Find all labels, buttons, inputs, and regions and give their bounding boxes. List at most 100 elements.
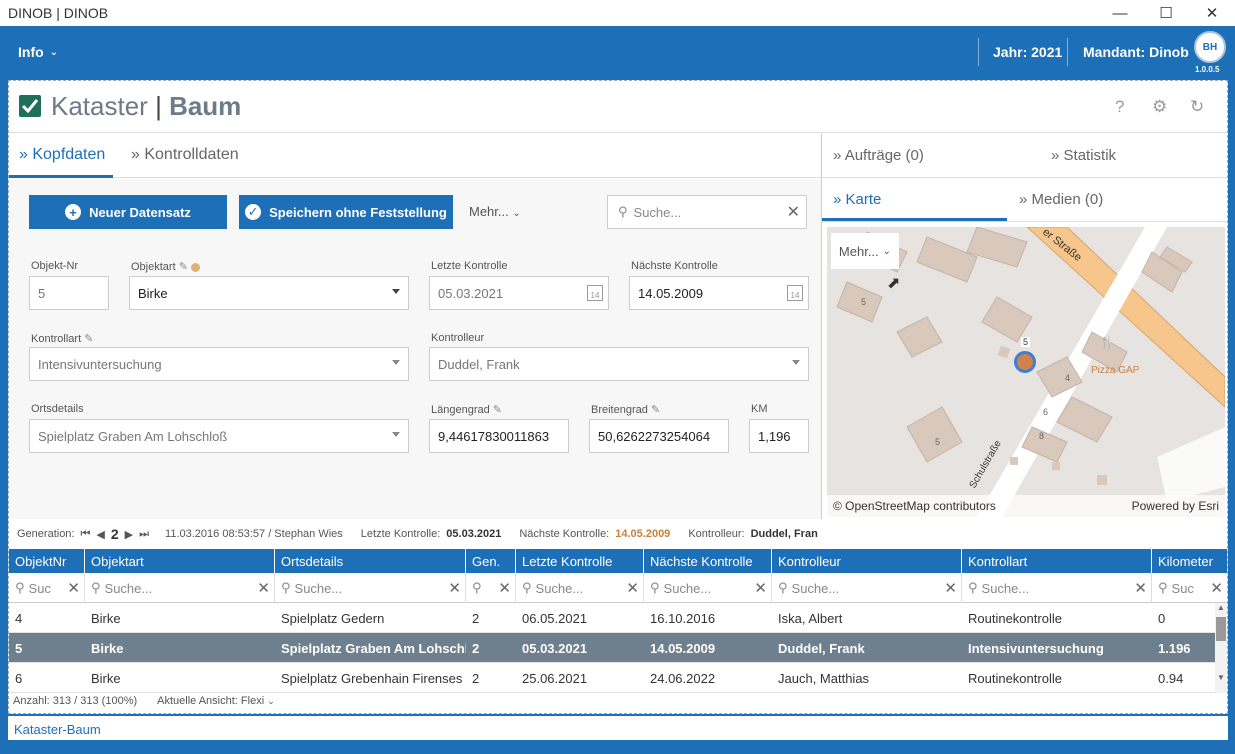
tab-kataster-baum[interactable]: Kataster-Baum bbox=[14, 722, 101, 737]
info-menu[interactable]: Info ⌄ bbox=[18, 44, 58, 60]
clear-icon[interactable]: ✕ bbox=[448, 580, 461, 597]
pencil-icon[interactable]: ✎ bbox=[178, 261, 188, 273]
cell-objektnr: 4 bbox=[15, 610, 23, 626]
column-header-naechste-kontrolle[interactable]: Nächste Kontrolle bbox=[644, 549, 772, 573]
kontrollart-select[interactable]: Intensivuntersuchung bbox=[29, 347, 409, 381]
clear-icon[interactable]: ✕ bbox=[786, 204, 800, 221]
naechste-kontrolle-field[interactable]: 14.05.2009 14 bbox=[629, 276, 809, 310]
new-record-button[interactable]: + Neuer Datensatz bbox=[29, 195, 227, 229]
column-header-kontrollart[interactable]: Kontrollart bbox=[962, 549, 1152, 573]
table-row[interactable]: 6 Birke Spielplatz Grebenhain Firenses 2… bbox=[9, 663, 1215, 693]
kontrollart-label: Kontrollart ✎ bbox=[31, 332, 93, 345]
filter-kontrolleur[interactable]: ⚲ Suche... ✕ bbox=[772, 573, 962, 603]
column-header-gen[interactable]: Gen. bbox=[466, 549, 516, 573]
scroll-down-icon[interactable]: ▼ bbox=[1217, 673, 1225, 682]
avatar[interactable]: BH bbox=[1194, 31, 1226, 63]
scroll-thumb[interactable] bbox=[1216, 617, 1226, 641]
year-label[interactable]: Jahr: 2021 bbox=[993, 44, 1063, 60]
caret-down-icon bbox=[392, 360, 400, 365]
help-icon[interactable]: ? bbox=[1115, 97, 1125, 116]
bottom-tab-bar: Kataster-Baum bbox=[8, 714, 1228, 740]
clear-icon[interactable]: ✕ bbox=[498, 580, 511, 597]
status-letzte-label: Letzte Kontrolle: bbox=[360, 528, 441, 540]
tree-marker[interactable] bbox=[1014, 351, 1036, 373]
filter-letzte-kontrolle[interactable]: ⚲ Suche... ✕ bbox=[516, 573, 644, 603]
tab-karte[interactable]: » Karte bbox=[833, 191, 882, 208]
tab-kontrolldaten[interactable]: » Kontrolldaten bbox=[131, 146, 239, 163]
pencil-icon[interactable]: ✎ bbox=[84, 333, 94, 345]
naechste-kontrolle-label: Nächste Kontrolle bbox=[631, 260, 718, 272]
clear-icon[interactable]: ✕ bbox=[67, 580, 80, 597]
pencil-icon[interactable]: ✎ bbox=[650, 404, 661, 416]
grid-scrollbar[interactable]: ▲ ▼ bbox=[1215, 603, 1227, 693]
prev-page-icon[interactable]: ◀ bbox=[96, 528, 105, 541]
more-menu[interactable]: Mehr... ⌄ bbox=[469, 204, 521, 219]
refresh-icon[interactable]: ↻ bbox=[1190, 97, 1205, 116]
close-window-icon[interactable]: ✕ bbox=[1205, 5, 1219, 22]
map-view[interactable]: er Straße Schulstraße 5 4 6 8 5 🍴 Pizza … bbox=[827, 227, 1225, 517]
column-header-kilometer[interactable]: Kilometer bbox=[1158, 553, 1213, 569]
ortsdetails-select[interactable]: Spielplatz Graben Am Lohschloß bbox=[29, 419, 409, 453]
next-page-icon[interactable]: ▶ bbox=[124, 528, 134, 541]
view-selector[interactable]: Aktuelle Ansicht: Flexi ⌄ bbox=[157, 695, 275, 707]
page-title-entity: Baum bbox=[169, 91, 242, 121]
filter-gen[interactable]: ⚲ ✕ bbox=[466, 573, 516, 603]
tab-auftraege[interactable]: » Aufträge (0) bbox=[833, 147, 924, 164]
objekt-nr-field[interactable]: 5 bbox=[29, 276, 109, 310]
marker-label: 5 bbox=[1021, 337, 1031, 347]
clear-icon[interactable]: ✕ bbox=[754, 580, 767, 597]
first-page-icon[interactable]: ⏮ bbox=[80, 527, 91, 540]
filter-naechste-kontrolle[interactable]: ⚲ Suche... ✕ bbox=[644, 573, 772, 603]
column-header-objektnr[interactable]: ObjektNr bbox=[9, 549, 85, 573]
pencil-icon[interactable]: ✎ bbox=[492, 404, 503, 416]
clear-icon[interactable]: ✕ bbox=[257, 580, 270, 597]
km-field[interactable]: 1,196 bbox=[749, 419, 809, 453]
cell-objektnr: 5 bbox=[15, 640, 23, 656]
letzte-kontrolle-field[interactable]: 05.03.2021 14 bbox=[429, 276, 609, 310]
search-input[interactable]: ⚲ Suche... ✕ bbox=[607, 195, 807, 229]
objekt-nr-value: 5 bbox=[38, 285, 46, 301]
status-naechste-label: Nächste Kontrolle: bbox=[519, 528, 610, 540]
house-number: 5 bbox=[861, 297, 867, 307]
filter-kilometer[interactable]: ⚲ Suc ✕ bbox=[1152, 573, 1227, 603]
filter-ortsdetails[interactable]: ⚲ Suche... ✕ bbox=[275, 573, 466, 603]
minimize-icon[interactable]: — bbox=[1112, 4, 1128, 22]
tab-medien[interactable]: » Medien (0) bbox=[1019, 191, 1104, 208]
filter-objektnr[interactable]: ⚲ Suc ✕ bbox=[9, 573, 85, 603]
map-more-label: Mehr... bbox=[838, 243, 879, 259]
column-header-ortsdetails[interactable]: Ortsdetails bbox=[275, 549, 466, 573]
calendar-icon[interactable]: 14 bbox=[787, 285, 803, 301]
attribution-text[interactable]: © OpenStreetMap contributors bbox=[833, 499, 996, 513]
clear-icon[interactable]: ✕ bbox=[1210, 580, 1223, 597]
clear-icon[interactable]: ✕ bbox=[626, 580, 639, 597]
laengengrad-field[interactable]: 9,44617830011863 bbox=[429, 419, 569, 453]
calendar-icon[interactable]: 14 bbox=[587, 285, 603, 301]
column-header-letzte-kontrolle[interactable]: Letzte Kontrolle bbox=[516, 549, 644, 573]
gear-icon[interactable]: ⚙ bbox=[1152, 97, 1168, 116]
filter-placeholder: Suc bbox=[1171, 580, 1194, 596]
kontrolleur-select[interactable]: Duddel, Frank bbox=[429, 347, 809, 381]
table-row[interactable]: 4 Birke Spielplatz Gedern 2 06.05.2021 1… bbox=[9, 603, 1215, 633]
grid-header: ObjektNr Objektart Ortsdetails Gen. Letz… bbox=[9, 549, 1227, 573]
powered-by-text[interactable]: Powered by Esri bbox=[1131, 499, 1219, 513]
tab-statistik[interactable]: » Statistik bbox=[1051, 147, 1117, 164]
map-more-menu[interactable]: Mehr... ⌄ bbox=[831, 233, 899, 269]
filter-placeholder: Suche... bbox=[663, 580, 712, 596]
save-without-finding-button[interactable]: ✓ Speichern ohne Feststellung bbox=[239, 195, 453, 229]
last-page-icon[interactable]: ⏭ bbox=[139, 527, 150, 540]
column-header-kontrolleur[interactable]: Kontrolleur bbox=[772, 549, 962, 573]
tab-kopfdaten[interactable]: » Kopfdaten bbox=[19, 146, 106, 163]
filter-kontrollart[interactable]: ⚲ Suche... ✕ bbox=[962, 573, 1152, 603]
filter-objektart[interactable]: ⚲ Suche... ✕ bbox=[85, 573, 275, 603]
breitengrad-field[interactable]: 50,6262273254064 bbox=[589, 419, 729, 453]
cell-kilometer: 0.94 bbox=[1158, 670, 1184, 686]
clear-icon[interactable]: ✕ bbox=[1134, 580, 1147, 597]
objektart-select[interactable]: Birke bbox=[129, 276, 409, 310]
tab-auftraege-label: Aufträge (0) bbox=[844, 147, 924, 164]
mandant-label[interactable]: Mandant: Dinob bbox=[1083, 44, 1189, 60]
scroll-up-icon[interactable]: ▲ bbox=[1217, 603, 1225, 612]
maximize-icon[interactable]: ☐ bbox=[1159, 5, 1173, 22]
clear-icon[interactable]: ✕ bbox=[944, 580, 957, 597]
table-row-selected[interactable]: 5 Birke Spielplatz Graben Am Lohschlo 2 … bbox=[9, 633, 1215, 663]
column-header-objektart[interactable]: Objektart bbox=[85, 549, 275, 573]
